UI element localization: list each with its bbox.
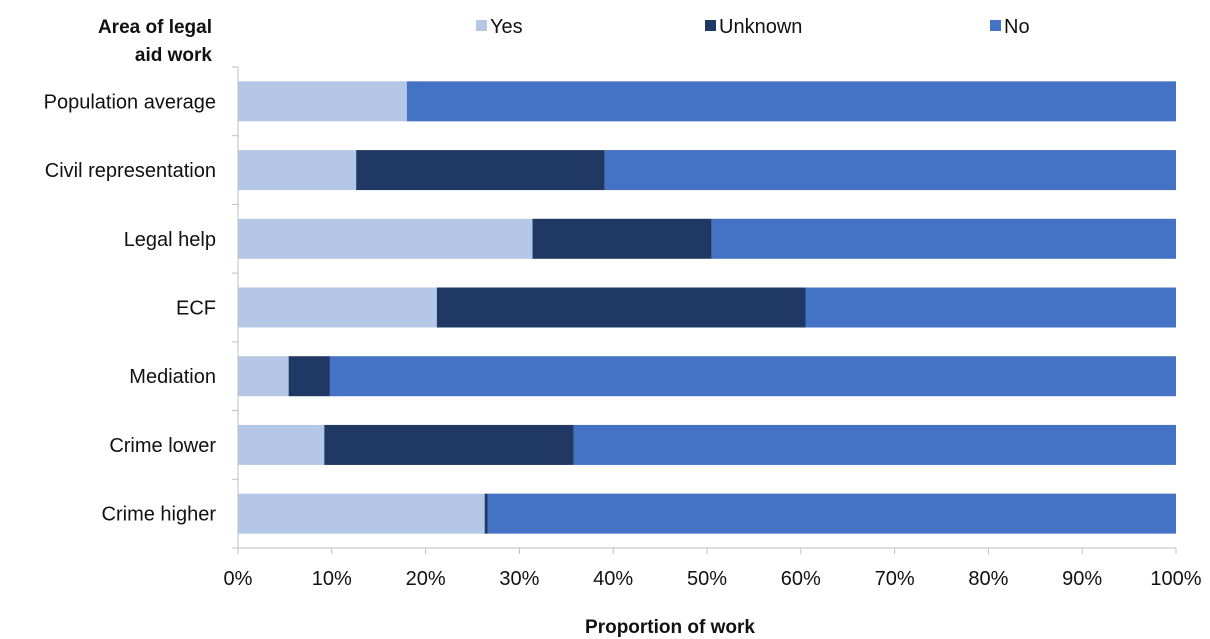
- x-axis-title: Proportion of work: [585, 617, 755, 638]
- bar-segment-no-6: [573, 424, 1176, 465]
- x-tick-label: 60%: [781, 568, 821, 590]
- bar-segment-no-4: [805, 287, 1176, 328]
- category-label: Crime higher: [102, 504, 217, 526]
- bar-segment-yes-2: [238, 150, 357, 191]
- axes-layer: [232, 66, 1177, 554]
- x-tick-label: 0%: [224, 568, 253, 590]
- category-label: Mediation: [129, 366, 216, 388]
- bar-segment-no-2: [604, 150, 1176, 191]
- bar-segment-yes-4: [238, 287, 437, 328]
- bar-segment-no-7: [487, 493, 1176, 534]
- bar-segment-unknown-3: [532, 218, 712, 259]
- x-tick-label: 20%: [406, 568, 446, 590]
- bars-layer: [238, 81, 1177, 534]
- bar-segment-yes-1: [238, 81, 407, 122]
- x-tick-label: 80%: [968, 568, 1008, 590]
- bar-segment-unknown-7: [484, 493, 488, 534]
- x-tick-label: 50%: [687, 568, 727, 590]
- x-tick-label: 10%: [312, 568, 352, 590]
- bar-segment-unknown-2: [356, 150, 605, 191]
- category-label: Crime lower: [109, 435, 216, 457]
- legend-swatch-unknown: [705, 20, 716, 31]
- x-tick-label: 90%: [1062, 568, 1102, 590]
- bar-segment-yes-7: [238, 493, 485, 534]
- legend-label-yes: Yes: [490, 16, 523, 38]
- legend-swatch-yes: [476, 20, 487, 31]
- tick-labels: 0% 10% 20% 30% 40% 50% 60% 70% 80% 90% 100%: [224, 568, 1202, 590]
- y-axis-title-line-2: aid work: [135, 45, 213, 66]
- bar-segment-no-1: [406, 81, 1177, 122]
- x-tick-label: 100%: [1150, 568, 1201, 590]
- legend-label-unknown: Unknown: [719, 16, 802, 38]
- x-tick-label: 30%: [499, 568, 539, 590]
- bar-segment-unknown-4: [436, 287, 806, 328]
- legend: Yes Unknown No: [476, 16, 1030, 38]
- category-label: ECF: [176, 298, 216, 320]
- legend-swatch-no: [990, 20, 1001, 31]
- y-axis-title-line-1: Area of legal: [98, 17, 212, 38]
- bar-segment-no-3: [711, 218, 1176, 259]
- x-tick-label: 40%: [593, 568, 633, 590]
- bar-segment-unknown-5: [288, 356, 330, 397]
- bar-segment-yes-6: [238, 424, 325, 465]
- category-label: Population average: [44, 91, 216, 113]
- x-tick-label: 70%: [875, 568, 915, 590]
- category-label: Legal help: [124, 229, 216, 251]
- bar-segment-yes-3: [238, 218, 533, 259]
- legend-label-no: No: [1004, 16, 1030, 38]
- bar-segment-unknown-6: [324, 424, 574, 465]
- bar-segment-yes-5: [238, 356, 289, 397]
- bar-segment-no-5: [329, 356, 1176, 397]
- category-labels: Population average Civil representation Le…: [44, 91, 217, 525]
- category-label: Civil representation: [45, 160, 216, 182]
